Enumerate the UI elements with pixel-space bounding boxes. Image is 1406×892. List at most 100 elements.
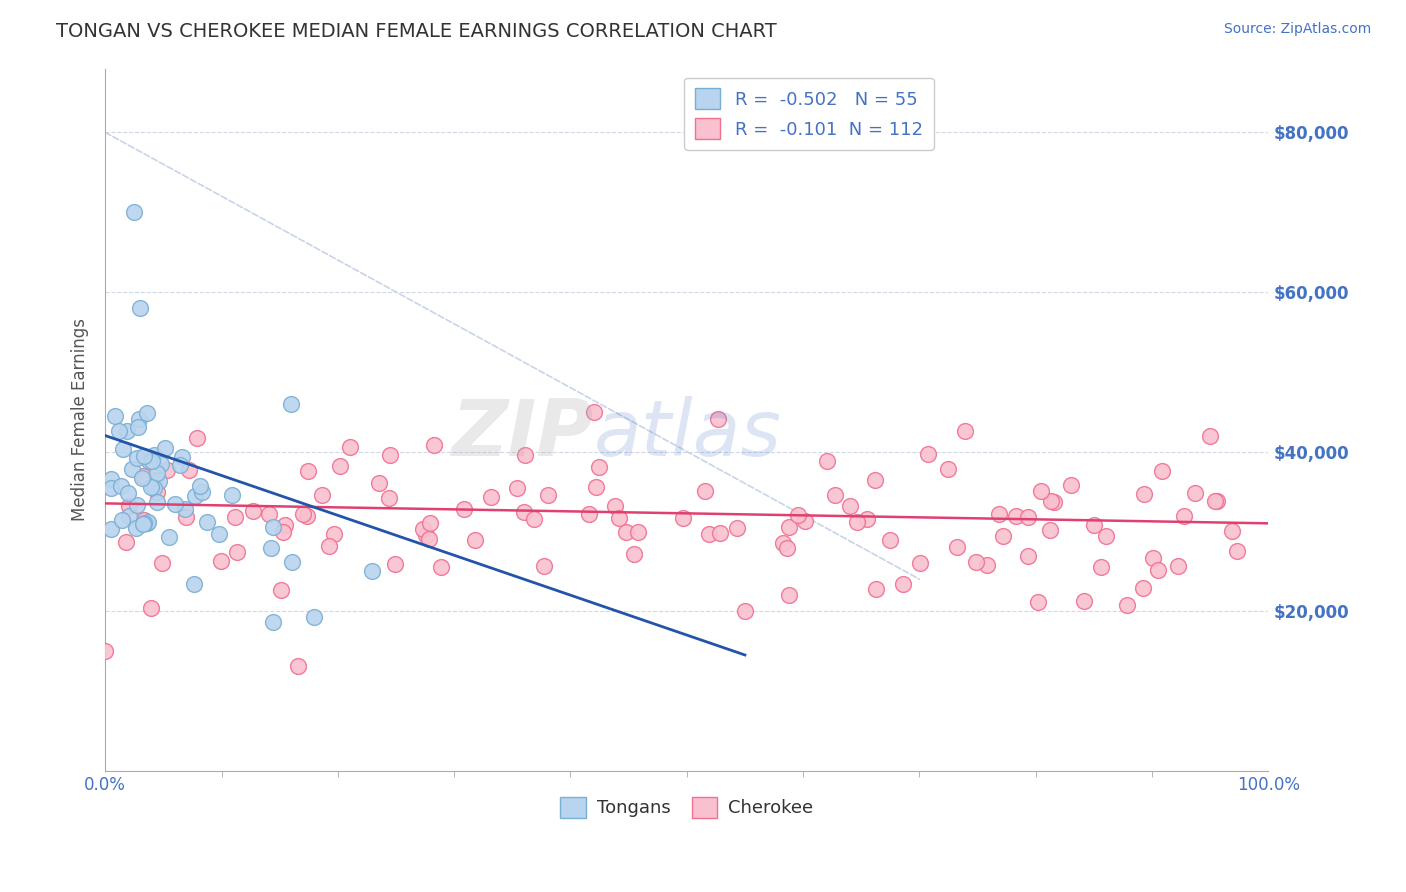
- Point: [274, 518, 297, 533]
- Point: [111, 513, 134, 527]
- Point: [146, 466, 169, 480]
- Point: [291, 508, 314, 522]
- Point: [453, 502, 475, 516]
- Point: [1204, 493, 1226, 508]
- Point: [778, 520, 800, 534]
- Point: [793, 514, 815, 528]
- Point: [988, 507, 1011, 521]
- Point: [865, 473, 887, 487]
- Point: [1146, 563, 1168, 577]
- Point: [725, 521, 748, 535]
- Point: [1059, 478, 1081, 492]
- Point: [148, 474, 170, 488]
- Point: [672, 511, 695, 525]
- Point: [221, 488, 243, 502]
- Point: [295, 508, 318, 523]
- Point: [824, 488, 846, 502]
- Point: [127, 420, 149, 434]
- Point: [208, 527, 231, 541]
- Point: [188, 479, 211, 493]
- Point: [311, 488, 333, 502]
- Point: [1184, 486, 1206, 500]
- Point: [183, 577, 205, 591]
- Point: [1028, 595, 1050, 609]
- Point: [156, 463, 179, 477]
- Point: [195, 515, 218, 529]
- Point: [464, 533, 486, 548]
- Point: [533, 559, 555, 574]
- Point: [153, 441, 176, 455]
- Point: [1005, 508, 1028, 523]
- Point: [506, 481, 529, 495]
- Point: [1173, 508, 1195, 523]
- Point: [1029, 484, 1052, 499]
- Point: [125, 498, 148, 512]
- Point: [146, 484, 169, 499]
- Point: [839, 499, 862, 513]
- Point: [419, 516, 441, 530]
- Point: [614, 525, 637, 540]
- Point: [1095, 529, 1118, 543]
- Point: [141, 454, 163, 468]
- Point: [693, 483, 716, 498]
- Point: [775, 541, 797, 555]
- Point: [100, 522, 122, 536]
- Point: [136, 515, 159, 529]
- Point: [110, 479, 132, 493]
- Point: [709, 525, 731, 540]
- Point: [772, 536, 794, 550]
- Point: [191, 484, 214, 499]
- Point: [281, 555, 304, 569]
- Point: [384, 558, 406, 572]
- Point: [149, 457, 172, 471]
- Point: [991, 529, 1014, 543]
- Point: [786, 508, 808, 522]
- Point: [104, 409, 127, 423]
- Point: [603, 499, 626, 513]
- Point: [270, 582, 292, 597]
- Point: [360, 564, 382, 578]
- Point: [112, 442, 135, 457]
- Point: [1152, 464, 1174, 478]
- Point: [1043, 495, 1066, 509]
- Point: [415, 527, 437, 541]
- Point: [879, 533, 901, 548]
- Point: [142, 481, 165, 495]
- Point: [627, 524, 650, 539]
- Point: [430, 559, 453, 574]
- Point: [1090, 560, 1112, 574]
- Point: [184, 489, 207, 503]
- Point: [142, 448, 165, 462]
- Point: [136, 516, 159, 531]
- Point: [1206, 493, 1229, 508]
- Point: [513, 448, 536, 462]
- Point: [815, 454, 838, 468]
- Point: [1017, 549, 1039, 563]
- Point: [226, 545, 249, 559]
- Point: [588, 459, 610, 474]
- Point: [585, 480, 607, 494]
- Y-axis label: Median Female Earnings: Median Female Earnings: [72, 318, 89, 521]
- Point: [1083, 518, 1105, 533]
- Point: [157, 530, 180, 544]
- Point: [846, 516, 869, 530]
- Point: [865, 582, 887, 596]
- Point: [1132, 582, 1154, 596]
- Point: [186, 432, 208, 446]
- Point: [423, 438, 446, 452]
- Point: [124, 205, 146, 219]
- Point: [965, 555, 987, 569]
- Text: TONGAN VS CHEROKEE MEDIAN FEMALE EARNINGS CORRELATION CHART: TONGAN VS CHEROKEE MEDIAN FEMALE EARNING…: [56, 22, 778, 41]
- Point: [1073, 593, 1095, 607]
- Point: [304, 610, 326, 624]
- Point: [129, 301, 152, 315]
- Point: [378, 448, 401, 462]
- Point: [1226, 544, 1249, 558]
- Point: [141, 601, 163, 615]
- Point: [418, 532, 440, 546]
- Point: [976, 558, 998, 572]
- Point: [582, 404, 605, 418]
- Point: [280, 397, 302, 411]
- Point: [1116, 598, 1139, 612]
- Point: [1142, 550, 1164, 565]
